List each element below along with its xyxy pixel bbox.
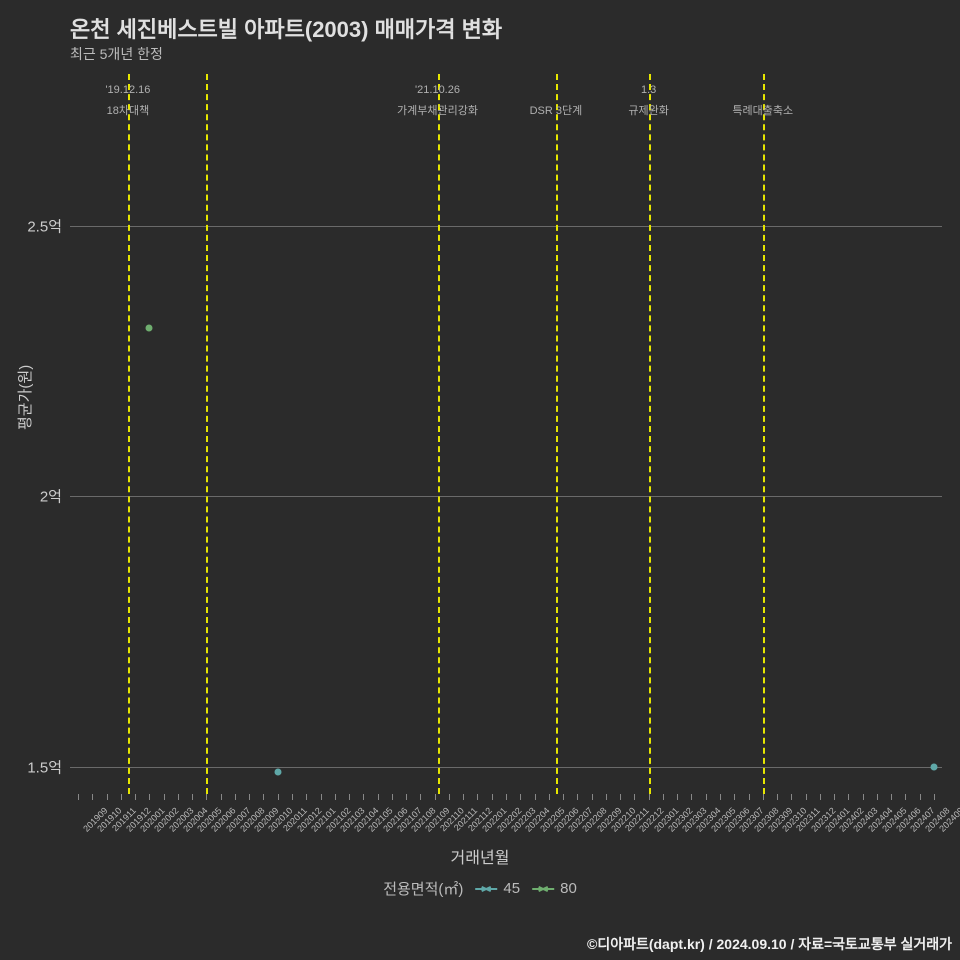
x-tick: [192, 794, 193, 800]
gridline: [70, 496, 942, 497]
gridline: [70, 767, 942, 768]
y-tick-label: 1.5억: [27, 756, 62, 777]
x-tick: [420, 794, 421, 800]
x-tick: [820, 794, 821, 800]
x-tick: [249, 794, 250, 800]
x-tick: [306, 794, 307, 800]
x-tick: [435, 794, 436, 800]
vline-label-bottom: 규제완화: [628, 102, 668, 118]
vline-label-bottom: 가계부채관리강화: [397, 102, 478, 118]
legend-series-label: 45: [503, 880, 520, 897]
x-tick: [477, 794, 478, 800]
chart-container: 온천 세진베스트빌 아파트(2003) 매매가격 변화 최근 5개년 한정 '1…: [0, 0, 960, 960]
x-tick: [235, 794, 236, 800]
x-tick: [78, 794, 79, 800]
x-tick: [378, 794, 379, 800]
legend-title: 전용면적(㎡): [383, 878, 463, 899]
chart-title: 온천 세진베스트빌 아파트(2003) 매매가격 변화: [70, 12, 502, 44]
x-tick: [292, 794, 293, 800]
x-tick: [734, 794, 735, 800]
chart-subtitle: 최근 5개년 한정: [70, 44, 163, 64]
legend-item: 45: [475, 880, 520, 897]
x-tick: [107, 794, 108, 800]
policy-vline: [556, 74, 558, 794]
x-tick: [848, 794, 849, 800]
x-tick: [321, 794, 322, 800]
x-tick: [905, 794, 906, 800]
x-tick: [763, 794, 764, 800]
x-tick: [363, 794, 364, 800]
x-tick: [492, 794, 493, 800]
policy-vline: [649, 74, 651, 794]
x-tick: [92, 794, 93, 800]
x-tick: [863, 794, 864, 800]
gridline: [70, 226, 942, 227]
x-tick: [563, 794, 564, 800]
vline-label-bottom: 특례대출축소: [732, 102, 793, 118]
policy-vline: [206, 74, 208, 794]
data-point: [931, 763, 938, 770]
vline-label-bottom: DSR 3단계: [530, 102, 583, 118]
x-tick: [506, 794, 507, 800]
vline-label-bottom: 18차대책: [107, 102, 150, 118]
x-tick: [149, 794, 150, 800]
x-tick: [592, 794, 593, 800]
x-tick: [649, 794, 650, 800]
x-tick: [806, 794, 807, 800]
vline-label-top: 1.3: [641, 84, 656, 96]
x-tick: [335, 794, 336, 800]
policy-vline: [128, 74, 130, 794]
x-tick: [606, 794, 607, 800]
x-tick: [135, 794, 136, 800]
x-tick: [278, 794, 279, 800]
x-tick: [178, 794, 179, 800]
footer-credit: ©디아파트(dapt.kr) / 2024.09.10 / 자료=국토교통부 실…: [587, 934, 952, 954]
y-tick-label: 2.5억: [27, 215, 62, 236]
x-tick: [749, 794, 750, 800]
policy-vline: [438, 74, 440, 794]
x-tick: [206, 794, 207, 800]
legend-item: 80: [532, 880, 577, 897]
y-tick-label: 2억: [40, 486, 62, 507]
x-tick: [449, 794, 450, 800]
x-tick: [720, 794, 721, 800]
x-tick: [791, 794, 792, 800]
vline-label-top: '19.12.16: [105, 84, 150, 96]
x-tick: [620, 794, 621, 800]
policy-vline: [763, 74, 765, 794]
x-tick: [577, 794, 578, 800]
x-tick: [891, 794, 892, 800]
x-tick: [520, 794, 521, 800]
x-tick: [121, 794, 122, 800]
x-tick: [463, 794, 464, 800]
x-tick: [392, 794, 393, 800]
x-tick: [263, 794, 264, 800]
x-tick: [691, 794, 692, 800]
x-tick: [164, 794, 165, 800]
x-tick: [934, 794, 935, 800]
x-tick: [663, 794, 664, 800]
legend-mark-icon: [475, 888, 497, 890]
x-tick: [535, 794, 536, 800]
x-tick: [920, 794, 921, 800]
x-tick: [634, 794, 635, 800]
x-tick: [877, 794, 878, 800]
x-tick: [834, 794, 835, 800]
data-point: [146, 325, 153, 332]
legend-mark-icon: [532, 888, 554, 890]
x-tick: [349, 794, 350, 800]
x-tick: [706, 794, 707, 800]
x-tick: [406, 794, 407, 800]
data-point: [274, 769, 281, 776]
legend: 전용면적(㎡) 45 80: [383, 878, 577, 899]
x-tick: [777, 794, 778, 800]
x-tick: [221, 794, 222, 800]
x-tick: [549, 794, 550, 800]
vline-label-top: '21.10.26: [415, 84, 460, 96]
x-axis-label: 거래년월: [451, 844, 510, 868]
legend-series-label: 80: [560, 880, 577, 897]
y-axis-label: 평균가(원): [14, 365, 35, 430]
x-tick: [677, 794, 678, 800]
plot-area: '19.12.16 18차대책 '21.10.26 가계부채관리강화 DSR 3단계 1.…: [70, 74, 942, 794]
